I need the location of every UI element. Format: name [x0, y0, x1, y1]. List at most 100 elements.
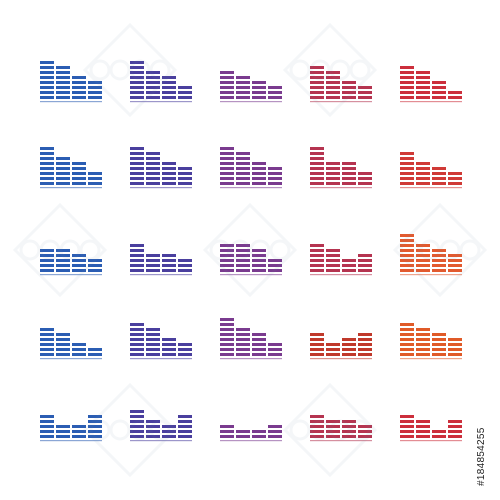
- bar-segment: [358, 177, 372, 180]
- bar-segment: [448, 338, 462, 341]
- bar-segment: [88, 264, 102, 267]
- bar-segment: [252, 177, 266, 180]
- bar-segment: [310, 348, 324, 351]
- bar-segment: [146, 76, 160, 79]
- bar-segment: [310, 76, 324, 79]
- equalizer-bar: [252, 162, 266, 185]
- equalizer-bar: [416, 244, 430, 272]
- bar-segment: [432, 96, 446, 99]
- baseline: [400, 358, 462, 360]
- bar-segment: [40, 162, 54, 165]
- bar-segment: [448, 96, 462, 99]
- bar-segment: [146, 152, 160, 155]
- bar-segment: [326, 86, 340, 89]
- bar-segment: [146, 338, 160, 341]
- equalizer-bar: [88, 348, 102, 356]
- bar-segment: [310, 420, 324, 423]
- bar-segment: [40, 71, 54, 74]
- bar-segment: [40, 249, 54, 252]
- bar-segment: [130, 254, 144, 257]
- bar-segment: [220, 86, 234, 89]
- bar-segment: [40, 348, 54, 351]
- bar-segment: [252, 167, 266, 170]
- bar-segment: [400, 269, 414, 272]
- bar-segment: [162, 338, 176, 341]
- equalizer-bar: [56, 425, 70, 438]
- bar-segment: [310, 182, 324, 185]
- baseline: [40, 274, 102, 276]
- bar-segment: [130, 147, 144, 150]
- equalizer-bar: [236, 430, 250, 438]
- bar-segment: [448, 269, 462, 272]
- bar-segment: [448, 254, 462, 257]
- bar-segment: [40, 147, 54, 150]
- bar-segment: [220, 254, 234, 257]
- equalizer-bars-icon: [40, 61, 102, 103]
- bar-segment: [252, 182, 266, 185]
- equalizer-bar: [400, 234, 414, 272]
- bar-segment: [40, 76, 54, 79]
- equalizer-bars-icon: [400, 66, 462, 103]
- bar-segment: [130, 410, 144, 413]
- bar-segment: [310, 425, 324, 428]
- equalizer-bar: [72, 254, 86, 272]
- bar-segment: [88, 420, 102, 423]
- bar-segment: [416, 348, 430, 351]
- equalizer-bars-icon: [220, 147, 282, 189]
- bar-segment: [268, 167, 282, 170]
- bar-segment: [162, 269, 176, 272]
- bar-segment: [162, 162, 176, 165]
- bar-segment: [236, 264, 250, 267]
- bar-segment: [416, 269, 430, 272]
- bar-segment: [342, 353, 356, 356]
- bar-segment: [400, 177, 414, 180]
- bar-segment: [416, 425, 430, 428]
- bar-segment: [416, 86, 430, 89]
- bar-segment: [326, 420, 340, 423]
- bar-segment: [178, 353, 192, 356]
- bar-segment: [342, 259, 356, 262]
- bar-segment: [146, 177, 160, 180]
- bar-segment: [130, 425, 144, 428]
- equalizer-bar: [162, 338, 176, 356]
- bar-segment: [252, 162, 266, 165]
- equalizer-bar: [326, 249, 340, 272]
- equalizer-bars-icon: [400, 234, 462, 276]
- equalizer-bar: [448, 254, 462, 272]
- bar-segment: [268, 91, 282, 94]
- bar-segment: [88, 353, 102, 356]
- bar-segment: [40, 338, 54, 341]
- bar-segment: [432, 254, 446, 257]
- bar-segment: [56, 333, 70, 336]
- bar-segment: [310, 157, 324, 160]
- bar-segment: [56, 172, 70, 175]
- bar-segment: [162, 353, 176, 356]
- bar-segment: [400, 333, 414, 336]
- bar-segment: [162, 167, 176, 170]
- bar-segment: [342, 167, 356, 170]
- bar-segment: [268, 353, 282, 356]
- bar-segment: [178, 420, 192, 423]
- bar-segment: [130, 420, 144, 423]
- bar-segment: [342, 264, 356, 267]
- bar-segment: [358, 269, 372, 272]
- baseline: [310, 358, 372, 360]
- bar-segment: [400, 264, 414, 267]
- bar-segment: [130, 81, 144, 84]
- bar-segment: [432, 259, 446, 262]
- equalizer-bars-icon: [130, 410, 192, 442]
- bar-segment: [130, 86, 144, 89]
- bar-segment: [88, 435, 102, 438]
- bar-segment: [400, 323, 414, 326]
- bar-segment: [310, 81, 324, 84]
- bar-segment: [146, 162, 160, 165]
- bar-segment: [88, 96, 102, 99]
- bar-segment: [162, 177, 176, 180]
- bar-segment: [146, 269, 160, 272]
- bar-segment: [56, 91, 70, 94]
- bar-segment: [130, 353, 144, 356]
- bar-segment: [252, 333, 266, 336]
- bar-segment: [130, 182, 144, 185]
- bar-segment: [400, 162, 414, 165]
- bar-segment: [40, 415, 54, 418]
